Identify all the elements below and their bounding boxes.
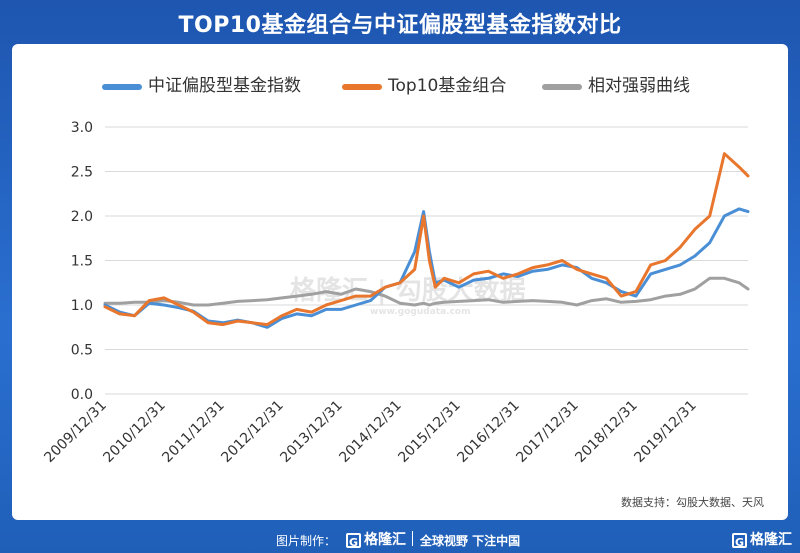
y-tick-label: 1.0: [71, 298, 93, 314]
y-tick-label: 2.5: [71, 165, 93, 181]
legend-swatch-index: [102, 84, 142, 90]
logo-g-icon: G: [346, 532, 361, 549]
x-tick-label: 2016/12/31: [454, 398, 522, 466]
footer-credit: 图片制作：: [276, 534, 337, 548]
x-tick-label: 2009/12/31: [41, 398, 109, 466]
footer-logo-text: 格隆汇: [364, 532, 406, 548]
x-tick-label: 2018/12/31: [572, 398, 640, 466]
corner-g-icon: G: [732, 532, 747, 549]
y-tick-label: 2.0: [71, 209, 93, 225]
x-tick-label: 2010/12/31: [100, 398, 168, 466]
footer-logo: G 格隆汇: [346, 529, 406, 549]
y-tick-label: 3.0: [71, 120, 93, 136]
y-tick-label: 0.5: [71, 343, 93, 359]
legend-swatch-top10: [342, 84, 382, 90]
corner-logo-text: 格隆汇: [750, 532, 792, 548]
legend-label-top10: Top10基金组合: [388, 76, 507, 96]
x-tick-label: 2019/12/31: [631, 398, 699, 466]
watermark-sub: www.gogudata.com: [370, 307, 471, 317]
x-tick-label: 2015/12/31: [395, 398, 463, 466]
series-lines: [103, 152, 750, 329]
x-tick-label: 2014/12/31: [336, 398, 404, 466]
x-tick-label: 2011/12/31: [159, 398, 227, 466]
series-line-2: [103, 276, 750, 307]
footer-divider: [412, 531, 413, 546]
series-line-1: [103, 152, 750, 327]
corner-logo: G 格隆汇: [732, 529, 792, 549]
x-tick-label: 2017/12/31: [513, 398, 581, 466]
y-tick-labels: 0.0 0.5 1.0 1.5 2.0 2.5 3.0: [71, 120, 93, 403]
footer: 图片制作： G 格隆汇 全球视野 下注中国 G 格隆汇: [0, 524, 800, 553]
legend-label-relative: 相对强弱曲线: [588, 76, 690, 96]
page-title: TOP10基金组合与中证偏股型基金指数对比: [178, 13, 622, 38]
legend-swatch-relative: [542, 84, 582, 90]
x-tick-label: 2013/12/31: [277, 398, 345, 466]
y-tick-label: 0.0: [71, 387, 93, 403]
legend-label-index: 中证偏股型基金指数: [148, 76, 301, 96]
x-tick-labels: 2009/12/312010/12/312011/12/312012/12/31…: [41, 398, 699, 466]
source-note: 数据支持：勾股大数据、天风: [621, 496, 764, 509]
y-tick-label: 1.5: [71, 254, 93, 270]
x-tick-label: 2012/12/31: [218, 398, 286, 466]
grid-lines: [105, 126, 748, 395]
footer-slogan: 全球视野 下注中国: [420, 534, 521, 548]
